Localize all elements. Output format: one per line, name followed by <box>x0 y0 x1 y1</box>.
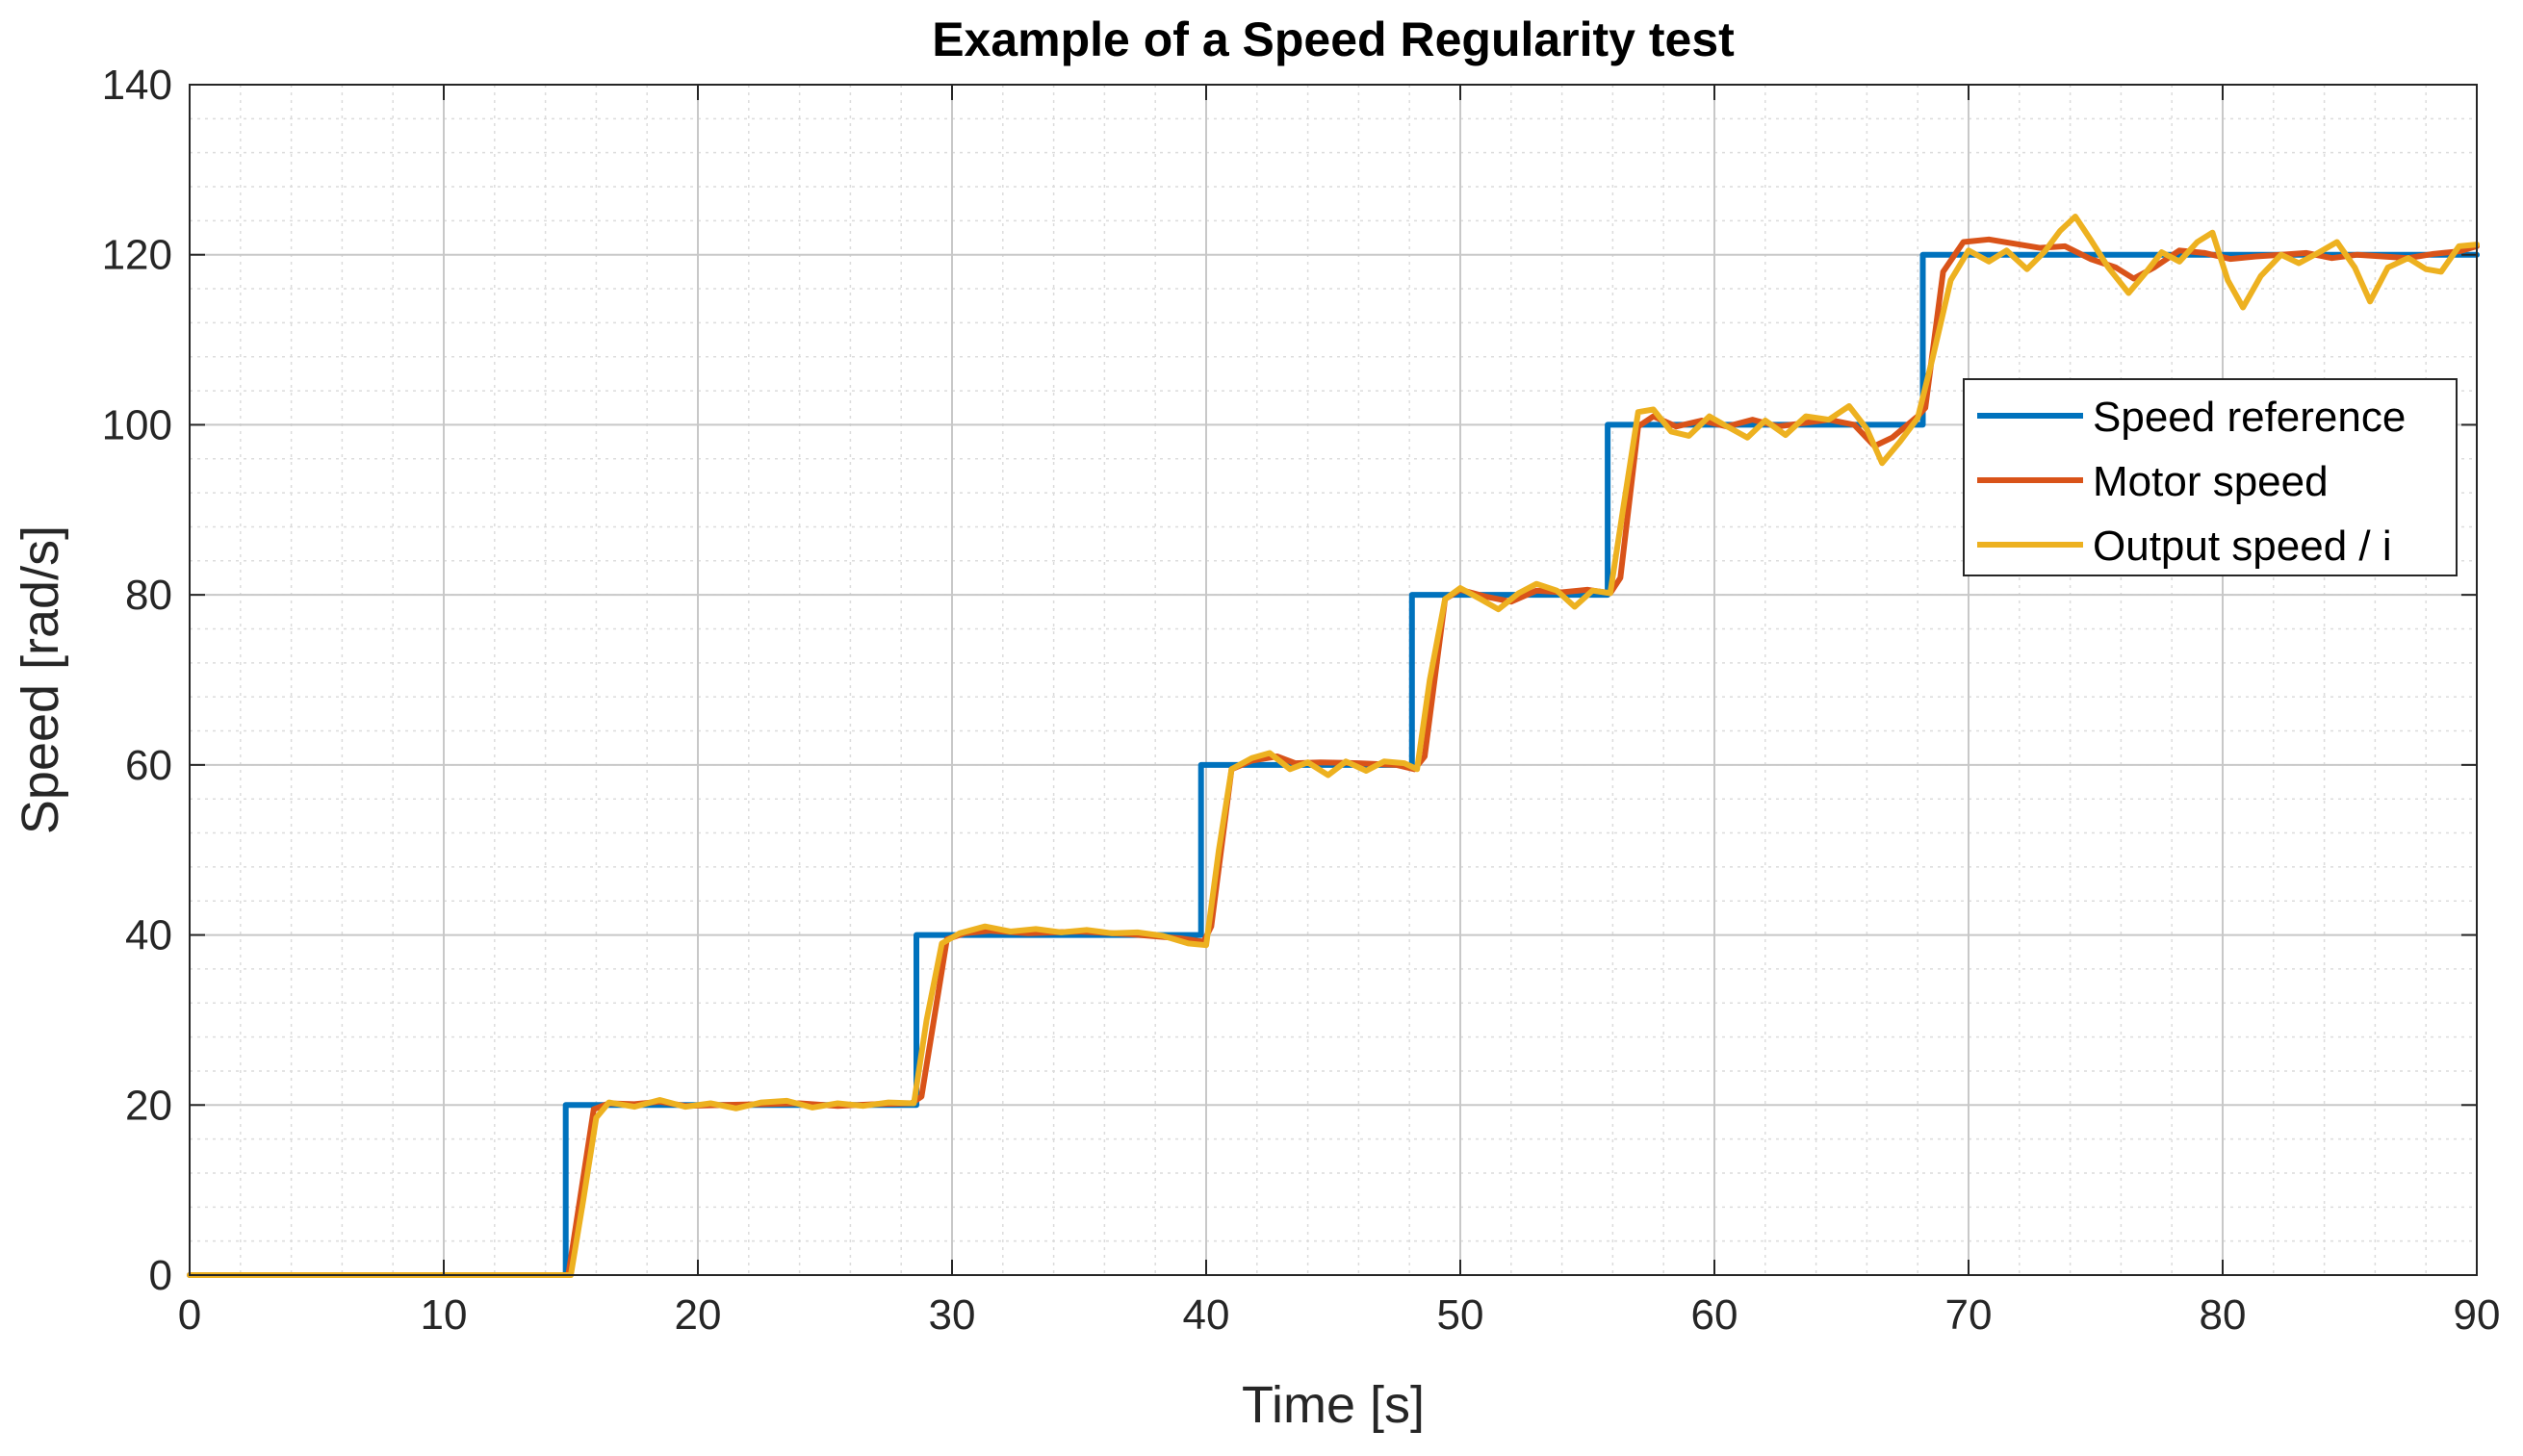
y-tick-label: 120 <box>102 232 172 279</box>
chart-title: Example of a Speed Regularity test <box>932 13 1735 66</box>
x-tick-label: 10 <box>421 1291 468 1339</box>
series-layer <box>187 214 2480 1278</box>
legend-entry-1: Speed reference <box>2093 394 2406 441</box>
legend-entry-3: Output speed / i <box>2093 523 2392 570</box>
x-tick-label: 70 <box>1945 1291 1993 1339</box>
plot-frame <box>189 84 2478 1276</box>
x-tick-label: 30 <box>929 1291 976 1339</box>
x-axis-label: Time [s] <box>1242 1376 1425 1434</box>
y-tick-label: 0 <box>149 1252 172 1299</box>
x-tick-label: 80 <box>2200 1291 2247 1339</box>
y-tick-label: 60 <box>125 742 172 789</box>
axis-ticks <box>189 84 2478 1276</box>
x-tick-label: 40 <box>1183 1291 1230 1339</box>
y-tick-label: 20 <box>125 1082 172 1129</box>
y-tick-label: 40 <box>125 912 172 959</box>
x-tick-label: 50 <box>1437 1291 1484 1339</box>
series-line-3 <box>187 214 2480 1278</box>
x-tick-label: 90 <box>2454 1291 2501 1339</box>
x-tick-label: 60 <box>1691 1291 1738 1339</box>
y-tick-label: 140 <box>102 62 172 109</box>
x-tick-label: 20 <box>675 1291 722 1339</box>
y-tick-labels: 0 20 40 60 80 100 120 140 <box>102 62 172 1299</box>
y-tick-label: 100 <box>102 401 172 448</box>
x-tick-labels: 0 10 20 30 40 50 60 70 80 90 <box>178 1291 2501 1339</box>
y-axis-label: Speed [rad/s] <box>12 525 69 834</box>
y-tick-label: 80 <box>125 572 172 619</box>
plot-area <box>190 85 2477 1275</box>
legend: Speed reference Motor speed Output speed /… <box>1963 378 2458 576</box>
legend-entry-2: Motor speed <box>2093 458 2329 505</box>
x-tick-label: 0 <box>178 1291 201 1339</box>
